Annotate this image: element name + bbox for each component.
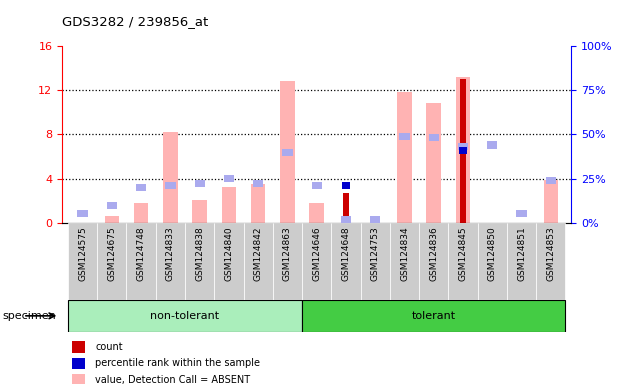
Bar	[134, 203, 148, 223]
Bar	[107, 202, 117, 209]
Bar	[390, 223, 419, 300]
Text: GSM124842: GSM124842	[254, 227, 263, 281]
Text: GSM124833: GSM124833	[166, 227, 175, 281]
Bar	[163, 132, 178, 223]
Bar	[283, 149, 292, 156]
Text: value, Detection Call = ABSENT: value, Detection Call = ABSENT	[95, 375, 250, 384]
Bar	[243, 223, 273, 300]
Bar	[478, 223, 507, 300]
Bar	[185, 223, 214, 300]
Bar	[72, 341, 85, 353]
Bar	[517, 210, 527, 217]
Bar	[104, 216, 119, 223]
Text: GSM124845: GSM124845	[458, 227, 468, 281]
Text: GSM124753: GSM124753	[371, 227, 379, 281]
Bar	[397, 93, 412, 223]
Bar	[68, 223, 97, 300]
Bar	[302, 300, 566, 332]
Bar	[136, 184, 146, 191]
Text: GSM124675: GSM124675	[107, 227, 116, 281]
Bar	[72, 374, 85, 384]
Bar	[361, 223, 390, 300]
Bar	[342, 182, 350, 189]
Bar	[419, 223, 448, 300]
Bar	[156, 223, 185, 300]
Bar	[460, 147, 466, 154]
Text: GSM124575: GSM124575	[78, 227, 87, 281]
Bar	[193, 200, 207, 223]
Bar	[251, 184, 266, 223]
Bar	[460, 79, 466, 223]
Text: GSM124850: GSM124850	[488, 227, 497, 281]
Text: GSM124840: GSM124840	[224, 227, 233, 281]
Bar	[253, 180, 263, 187]
Bar	[536, 223, 566, 300]
Bar	[543, 180, 558, 223]
Bar	[194, 180, 205, 187]
Text: GSM124863: GSM124863	[283, 227, 292, 281]
Bar	[370, 216, 380, 223]
Bar	[309, 203, 324, 223]
Bar	[341, 216, 351, 223]
Bar	[487, 141, 497, 149]
Text: GSM124836: GSM124836	[429, 227, 438, 281]
Bar	[448, 223, 478, 300]
Bar	[428, 134, 439, 141]
Bar	[399, 132, 410, 140]
Bar	[343, 193, 349, 223]
Text: GSM124648: GSM124648	[342, 227, 350, 281]
Bar	[78, 210, 88, 217]
Text: GSM124834: GSM124834	[400, 227, 409, 281]
Bar	[214, 223, 243, 300]
Text: GSM124853: GSM124853	[546, 227, 555, 281]
Bar	[68, 300, 302, 332]
Bar	[224, 175, 234, 182]
Text: percentile rank within the sample: percentile rank within the sample	[95, 358, 260, 368]
Text: GSM124838: GSM124838	[195, 227, 204, 281]
Bar	[427, 104, 441, 223]
Bar	[165, 182, 176, 189]
Bar	[72, 358, 85, 369]
Bar	[546, 177, 556, 184]
Bar	[456, 77, 470, 223]
Bar	[222, 187, 236, 223]
Text: GSM124851: GSM124851	[517, 227, 526, 281]
Text: GSM124748: GSM124748	[137, 227, 145, 281]
Bar	[280, 81, 295, 223]
Text: GDS3282 / 239856_at: GDS3282 / 239856_at	[62, 15, 209, 28]
Bar	[458, 143, 468, 150]
Bar	[312, 182, 322, 189]
Text: specimen: specimen	[2, 311, 56, 321]
Text: count: count	[95, 342, 123, 352]
Bar	[127, 223, 156, 300]
Text: GSM124646: GSM124646	[312, 227, 321, 281]
Bar	[507, 223, 536, 300]
Bar	[302, 223, 332, 300]
Bar	[97, 223, 127, 300]
Text: tolerant: tolerant	[412, 311, 456, 321]
Bar	[332, 223, 361, 300]
Text: non-tolerant: non-tolerant	[150, 311, 220, 321]
Bar	[273, 223, 302, 300]
